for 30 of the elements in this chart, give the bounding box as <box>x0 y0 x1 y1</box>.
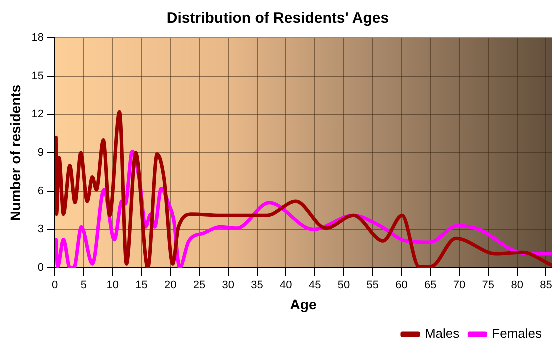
x-tick-label: 60 <box>396 280 408 292</box>
x-axis-title: Age <box>290 296 317 312</box>
x-tick-label: 25 <box>193 280 206 292</box>
x-tick-label: 0 <box>52 280 58 292</box>
y-tick-label: 18 <box>32 32 44 44</box>
y-tick-label: 6 <box>38 185 44 198</box>
y-tick-label: 15 <box>32 70 44 82</box>
legend-label: Females <box>492 326 542 342</box>
x-tick-label: 70 <box>453 280 466 292</box>
x-tick-label: 45 <box>308 280 322 292</box>
x-tick-label: 75 <box>482 280 495 292</box>
x-tick-label: 10 <box>106 280 119 292</box>
x-tick-label: 15 <box>136 280 148 292</box>
y-axis-title: Number of residents <box>7 84 24 222</box>
y-tick-label: 12 <box>32 108 44 121</box>
y-tick-label: 0 <box>38 262 44 274</box>
x-tick-label: 80 <box>511 280 524 292</box>
x-tick-label: 55 <box>366 280 379 292</box>
x-tick-label: 30 <box>222 280 235 292</box>
chart-title: Distribution of Residents' Ages <box>166 10 390 28</box>
y-tick-label: 9 <box>38 147 44 160</box>
y-tick-label: 3 <box>38 224 44 236</box>
x-tick-label: 50 <box>338 280 350 292</box>
x-tick-label: 20 <box>164 280 177 292</box>
x-tick-label: 35 <box>251 280 264 292</box>
x-tick-label: 40 <box>280 280 292 292</box>
x-tick-label: 65 <box>424 280 437 292</box>
x-tick-label: 5 <box>80 280 87 292</box>
legend-label: Males <box>424 326 460 342</box>
x-tick-label: 85 <box>540 280 552 292</box>
